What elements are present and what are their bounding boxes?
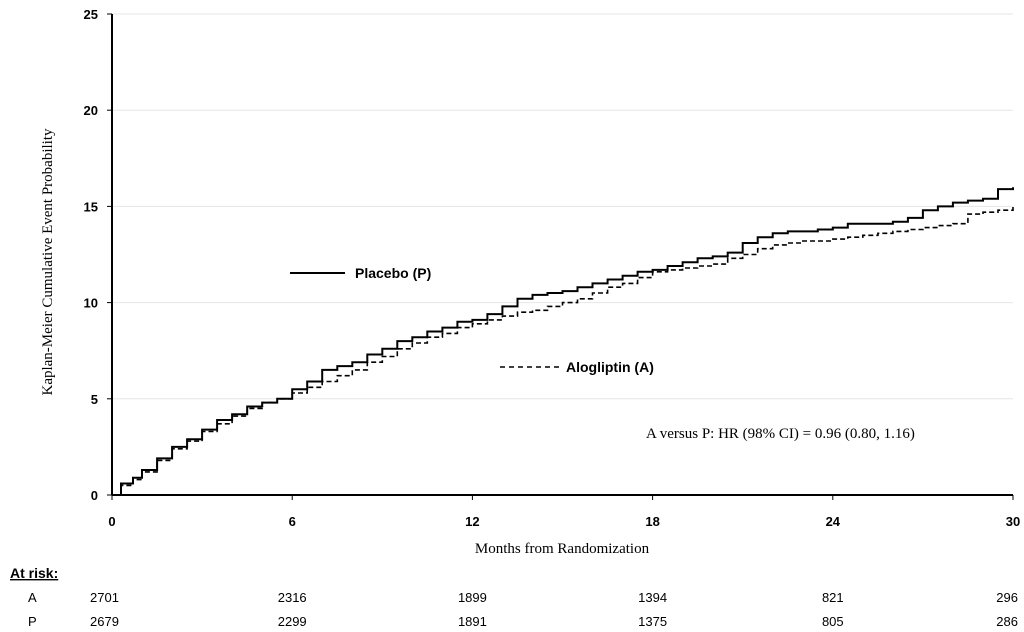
x-tick-label: 18 bbox=[645, 514, 659, 529]
x-tick-label: 12 bbox=[465, 514, 479, 529]
y-axis-title: Kaplan-Meier Cumulative Event Probabilit… bbox=[40, 128, 56, 396]
at-risk-count: 2316 bbox=[278, 590, 307, 605]
at-risk-count: 1891 bbox=[458, 614, 487, 629]
legend-label-placebo: Placebo (P) bbox=[355, 265, 431, 281]
at-risk-count: 1899 bbox=[458, 590, 487, 605]
at-risk-table: At risk: A 2701 2316 1899 1394 821 296 P 2679 229… bbox=[10, 565, 1018, 629]
y-tick-label: 25 bbox=[84, 7, 98, 22]
y-tick-label: 0 bbox=[91, 488, 98, 503]
at-risk-title: At risk: bbox=[10, 565, 58, 581]
at-risk-count: 821 bbox=[822, 590, 844, 605]
x-tick-label: 30 bbox=[1006, 514, 1020, 529]
y-tick-label: 15 bbox=[84, 199, 98, 214]
legend-alogliptin: Alogliptin (A) bbox=[500, 359, 654, 375]
at-risk-count: 286 bbox=[996, 614, 1018, 629]
y-tick-label: 20 bbox=[84, 103, 98, 118]
legend-placebo: Placebo (P) bbox=[290, 265, 431, 281]
series-line-placebo bbox=[112, 187, 1014, 496]
y-tick-label: 10 bbox=[84, 296, 98, 311]
legend-label-alogliptin: Alogliptin (A) bbox=[566, 359, 654, 375]
tick-labels: 0 5 10 15 20 25 0 6 12 18 24 30 bbox=[84, 7, 1021, 529]
series-line-alogliptin bbox=[112, 206, 1014, 496]
at-risk-count: 296 bbox=[996, 590, 1018, 605]
y-tick-label: 5 bbox=[91, 392, 98, 407]
x-axis-title: Months from Randomization bbox=[475, 541, 650, 557]
at-risk-count: 2679 bbox=[90, 614, 119, 629]
x-tick-label: 24 bbox=[826, 514, 841, 529]
at-risk-count: 1394 bbox=[638, 590, 667, 605]
x-tick-label: 6 bbox=[289, 514, 296, 529]
at-risk-row-label: P bbox=[28, 614, 37, 629]
axes bbox=[111, 14, 1013, 496]
at-risk-count: 1375 bbox=[638, 614, 667, 629]
at-risk-row-label: A bbox=[28, 590, 37, 605]
at-risk-count: 805 bbox=[822, 614, 844, 629]
series-layer bbox=[112, 187, 1014, 496]
grid-lines bbox=[112, 13, 1013, 400]
hazard-ratio-annotation: A versus P: HR (98% CI) = 0.96 (0.80, 1.… bbox=[646, 426, 915, 442]
x-tick-label: 0 bbox=[108, 514, 115, 529]
at-risk-count: 2299 bbox=[278, 614, 307, 629]
at-risk-count: 2701 bbox=[90, 590, 119, 605]
